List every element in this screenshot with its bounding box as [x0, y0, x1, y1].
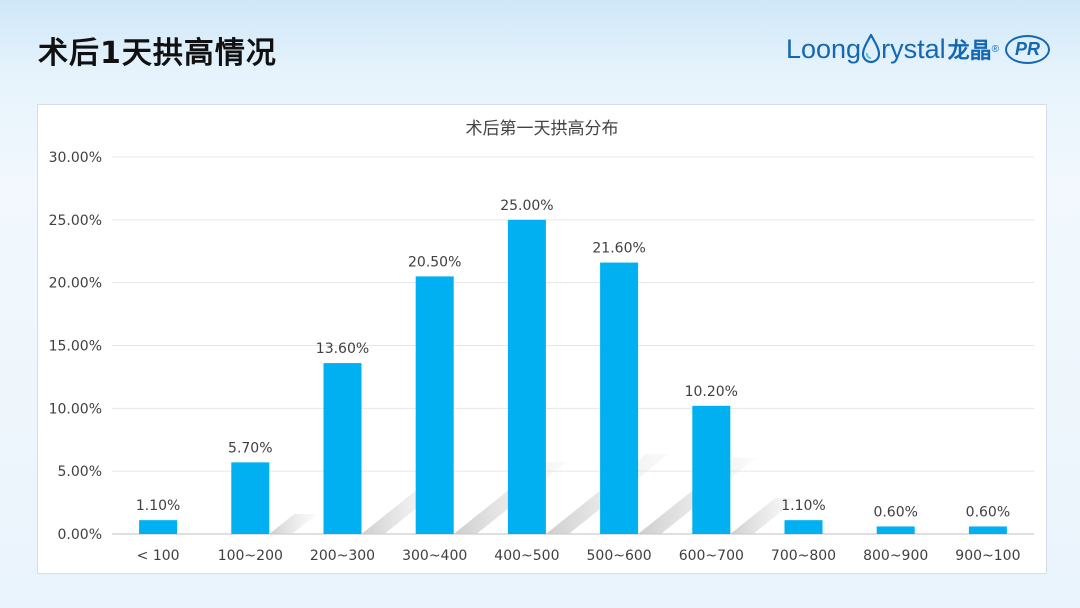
y-tick-label: 5.00% [58, 464, 102, 480]
chart-title: 术后第一天拱高分布 [466, 119, 619, 139]
x-tick-label: 200~300 [310, 548, 375, 564]
x-tick-label: 800~900 [863, 548, 928, 564]
data-label: 1.10% [136, 498, 180, 514]
data-label: 1.10% [781, 498, 825, 514]
bar [968, 526, 1007, 534]
bar-shadow [730, 498, 798, 534]
logo-chinese-name: 龙晶 [947, 38, 992, 63]
data-label: 0.60% [966, 504, 1010, 520]
x-tick-label: 400~500 [494, 548, 559, 564]
x-tick-label: 300~400 [402, 548, 467, 564]
y-tick-label: 25.00% [49, 213, 102, 229]
bar [507, 219, 546, 534]
bar [139, 520, 178, 534]
data-label: 25.00% [500, 198, 553, 214]
y-tick-label: 30.00% [49, 150, 102, 166]
page-title: 术后1天拱高情况 [38, 36, 277, 71]
x-tick-label: 500~600 [587, 548, 652, 564]
data-label: 13.60% [316, 341, 369, 357]
bar [415, 276, 454, 534]
data-label: 21.60% [592, 241, 645, 257]
data-label: 0.60% [873, 504, 917, 520]
bar [323, 363, 362, 534]
logo-drop-icon [862, 34, 881, 64]
bar-shadow [269, 513, 318, 534]
data-label: 5.70% [228, 440, 272, 456]
bar [600, 262, 639, 534]
logo-word-loong: Loong [785, 33, 862, 64]
y-tick-label: 0.00% [58, 527, 102, 543]
logo-word-rystal: rystal [881, 33, 946, 64]
bar [231, 462, 270, 534]
x-tick-label: 600~700 [679, 548, 744, 564]
data-label: 10.20% [685, 384, 738, 400]
y-tick-label: 15.00% [49, 339, 102, 355]
logo-registered-mark: ® [991, 43, 999, 55]
bar [784, 520, 823, 534]
bar-chart: 术后第一天拱高分布 0.00% 5.00% 10.00% 15.00% 20.00% 25… [49, 119, 1034, 564]
brand-logo: Loong rystal 龙晶 ® PR [786, 26, 1050, 72]
x-tick-label: 900~100 [955, 548, 1020, 564]
bar [876, 526, 915, 534]
bar [692, 405, 731, 534]
x-tick-label: 700~800 [771, 548, 836, 564]
x-tick-label: < 100 [137, 548, 180, 564]
x-tick-label: 100~200 [218, 548, 283, 564]
data-label: 20.50% [408, 254, 461, 270]
logo-pr-badge: PR [1004, 34, 1050, 64]
chart-card: 术后第一天拱高分布 0.00% 5.00% 10.00% 15.00% 20.00% 25… [37, 104, 1047, 574]
y-tick-label: 10.00% [49, 401, 102, 417]
y-tick-label: 20.00% [49, 276, 102, 292]
